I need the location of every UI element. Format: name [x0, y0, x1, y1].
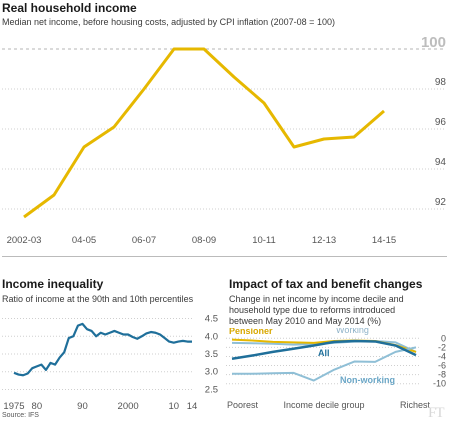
real-household-income-chart: 92 94 96 98 100 2002-03 04-05 06-07 08-09 10-11 12…	[2, 34, 447, 246]
ft-logo: FT	[428, 405, 444, 421]
x-tick-label: 10-11	[252, 235, 276, 246]
y-tick-label: 96	[435, 117, 447, 128]
y-tick-label: 0	[441, 333, 446, 343]
subtitle-line: household type due to reforms introduced	[229, 305, 396, 315]
x-tick-label: 90	[77, 401, 88, 410]
y-tick-label: -10	[433, 379, 446, 389]
x-tick-label: 2002-03	[7, 235, 42, 246]
real-income-line	[23, 47, 385, 219]
income-inequality-chart: 2.5 3.0 3.5 4.0 4.5 1975 80 90 2000 10 14	[2, 314, 218, 410]
x-tick-label: 14	[187, 401, 198, 410]
series-label-pensioner: Pensioner	[229, 328, 273, 336]
chart-title-tax-benefit: Impact of tax and benefit changes	[229, 277, 423, 291]
y-tick-label: 4.5	[205, 314, 218, 325]
x-tick-label: 14-15	[372, 235, 396, 246]
y-tick-label: -6	[438, 361, 446, 371]
x-tick-label: 10	[168, 401, 179, 410]
x-tick-label: 1975	[3, 401, 24, 410]
y-tick-label: -2	[438, 342, 446, 352]
x-tick-label: 80	[32, 401, 43, 410]
y-tick-label: 3.5	[205, 349, 218, 360]
chart-title-income-inequality: Income inequality	[2, 277, 104, 291]
series-label-all: All	[318, 348, 330, 358]
y-tick-label: 98	[435, 77, 447, 88]
y-tick-label: -4	[438, 351, 446, 361]
subtitle-line: Change in net income by income decile an…	[229, 294, 404, 304]
y-tick-label: 2.5	[205, 384, 218, 395]
chart-title-real-household-income: Real household income	[2, 1, 137, 15]
chart-subtitle-tax-benefit: Change in net income by income decile an…	[229, 294, 449, 327]
y-tick-label: 100	[421, 34, 446, 51]
source-note: Source: IFS	[2, 412, 39, 419]
chart-subtitle-income-inequality: Ratio of income at the 90th and 10th per…	[2, 294, 194, 304]
tax-benefit-chart: 0-2-4-6-8-10 Pensioner Working All Non-worki…	[226, 328, 446, 410]
y-tick-label: -8	[438, 370, 446, 380]
y-tick-label: 94	[435, 157, 447, 168]
y-tick-label: 92	[435, 197, 447, 208]
x-label-decile: Income decile group	[283, 400, 364, 410]
y-tick-label: 4.0	[205, 331, 218, 342]
x-tick-label: 2000	[118, 401, 139, 410]
all-series-line	[231, 339, 417, 360]
x-label-richest: Richest	[400, 400, 431, 410]
series-label-working: Working	[336, 328, 369, 335]
subtitle-line: between May 2010 and May 2014 (%)	[229, 316, 382, 326]
x-tick-label: 12-13	[312, 235, 336, 246]
section-divider	[2, 256, 447, 257]
series-label-non-working: Non-working	[340, 375, 395, 385]
x-label-poorest: Poorest	[227, 400, 259, 410]
x-tick-label: 04-05	[72, 235, 96, 246]
inequality-line	[13, 322, 192, 377]
non-working-series-line	[232, 346, 417, 382]
y-tick-label: 3.0	[205, 367, 218, 378]
x-tick-label: 08-09	[192, 235, 216, 246]
chart-subtitle-real-household-income: Median net income, before housing costs,…	[2, 17, 335, 27]
x-tick-label: 06-07	[132, 235, 156, 246]
